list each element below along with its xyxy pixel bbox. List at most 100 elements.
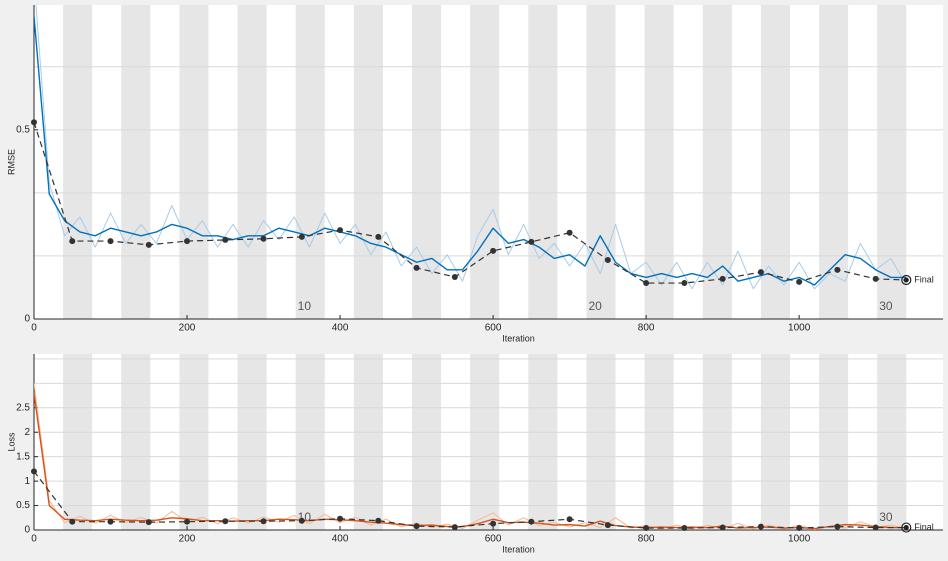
y-tick-label: 1.5	[16, 451, 30, 462]
x-tick-label: 200	[179, 323, 196, 334]
y-tick-label: 0.5	[16, 500, 30, 511]
validation-point	[184, 238, 191, 245]
epoch-band	[877, 354, 907, 530]
epoch-band	[121, 354, 151, 530]
validation-point	[107, 238, 114, 245]
x-tick-label: 1000	[788, 323, 811, 334]
validation-point	[681, 525, 688, 532]
validation-point	[834, 266, 841, 273]
y-tick-label: 1	[24, 476, 30, 487]
x-tick-label: 0	[31, 534, 37, 545]
epoch-band	[63, 5, 93, 319]
x-tick-label: 200	[179, 534, 196, 545]
epoch-band	[586, 354, 616, 530]
x-tick-label: 800	[638, 534, 655, 545]
epoch-band	[237, 5, 267, 319]
epoch-band	[702, 5, 732, 319]
epoch-band	[411, 354, 442, 530]
validation-point	[145, 519, 152, 526]
epoch-label: 30	[879, 299, 893, 313]
validation-point	[490, 247, 497, 254]
x-tick-label: 1000	[788, 534, 811, 545]
validation-point	[757, 269, 764, 276]
validation-point	[184, 518, 191, 525]
epoch-band	[819, 5, 849, 319]
epoch-band	[586, 5, 616, 319]
validation-point	[375, 517, 382, 524]
epoch-band	[179, 354, 209, 530]
validation-point	[260, 518, 267, 525]
validation-point	[145, 241, 152, 248]
epoch-band	[528, 354, 558, 530]
y-axis-label: Loss	[6, 432, 16, 452]
validation-line	[34, 122, 907, 284]
epoch-band	[470, 5, 500, 319]
validation-point	[451, 524, 458, 531]
validation-point	[260, 235, 267, 242]
epoch-band	[819, 354, 849, 530]
epoch-band	[644, 5, 674, 319]
epoch-label: 10	[298, 299, 312, 313]
validation-point	[337, 227, 344, 234]
x-axis-label: Iteration	[502, 333, 535, 343]
epoch-band	[760, 5, 790, 319]
validation-point	[413, 264, 420, 271]
epoch-label: 20	[588, 299, 602, 313]
epoch-label: 30	[879, 510, 893, 524]
y-tick-label: 0	[24, 314, 30, 325]
x-axis-label: Iteration	[502, 544, 535, 554]
validation-point	[69, 518, 76, 525]
validation-point	[604, 522, 611, 529]
validation-point	[566, 229, 573, 236]
x-tick-label: 600	[485, 534, 502, 545]
final-marker-dot	[903, 277, 909, 283]
smoothed-training-line	[34, 16, 907, 286]
validation-point	[107, 518, 114, 525]
epoch-band	[353, 354, 383, 530]
final-marker	[901, 274, 912, 286]
validation-point	[872, 275, 879, 282]
validation-point	[298, 517, 305, 524]
epoch-band	[760, 354, 790, 530]
y-tick-label: 2	[24, 427, 30, 438]
x-tick-label: 400	[332, 323, 349, 334]
x-tick-label: 400	[332, 534, 349, 545]
x-tick-label: 800	[638, 323, 655, 334]
validation-point	[872, 524, 879, 531]
final-label: Final	[914, 522, 934, 532]
final-marker-dot	[903, 525, 909, 531]
x-tick-label: 600	[485, 323, 502, 334]
y-tick-label: 0.5	[16, 124, 30, 135]
epoch-band	[295, 354, 325, 530]
epoch-band	[644, 354, 674, 530]
validation-point	[528, 238, 535, 245]
validation-point	[796, 525, 803, 532]
validation-point	[337, 515, 344, 522]
validation-point	[643, 525, 650, 532]
validation-point	[719, 275, 726, 282]
y-tick-label: 0	[24, 525, 30, 536]
validation-line	[34, 470, 907, 529]
final-label: Final	[914, 274, 934, 284]
validation-point	[451, 274, 458, 281]
epoch-band	[295, 5, 325, 319]
validation-point	[604, 256, 611, 263]
validation-point	[757, 523, 764, 530]
x-tick-label: 0	[31, 323, 37, 334]
epoch-band	[470, 354, 500, 530]
validation-point	[681, 280, 688, 287]
validation-point	[643, 280, 650, 287]
validation-point	[413, 523, 420, 530]
epoch-band	[702, 354, 732, 530]
epoch-band	[353, 5, 383, 319]
validation-point	[69, 238, 76, 245]
training-line	[35, 5, 907, 290]
validation-point	[31, 119, 37, 126]
validation-point	[719, 524, 726, 531]
epoch-band	[411, 5, 442, 319]
validation-point	[490, 520, 497, 527]
validation-point	[566, 516, 573, 523]
validation-point	[31, 468, 37, 475]
y-axis-label: RMSE	[6, 149, 16, 175]
